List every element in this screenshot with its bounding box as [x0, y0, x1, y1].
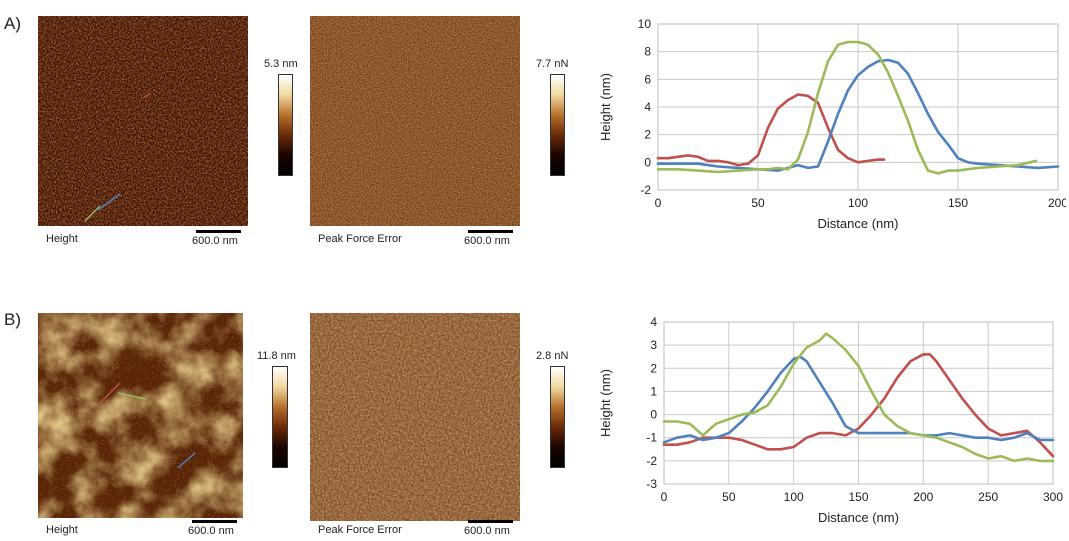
- chart-b-gridlines: [663, 321, 1054, 485]
- chart-b-ytick-label: 0: [650, 408, 657, 422]
- error-caption-b: Peak Force Error: [318, 524, 402, 536]
- height-caption-b: Height: [46, 524, 78, 536]
- chart-b-series-0-line: [662, 353, 1055, 458]
- chart-a-ytick-label: 6: [644, 72, 651, 86]
- chart-b-xtick-label: 250: [978, 490, 998, 504]
- colorbar-a-height: [278, 74, 293, 176]
- line-chart-a: 0 50 100 150 200 -2 0 2 4 6 8 10 Distance (nm) Height…: [596, 14, 1068, 254]
- chart-b-ytick-label: 3: [650, 338, 657, 352]
- panel-label-b: B): [4, 310, 21, 329]
- scale-label-a-height: 600.0 nm: [192, 235, 238, 247]
- scale-label-a-error: 600.0 nm: [464, 235, 510, 247]
- chart-a-xtick-label: 0: [655, 196, 662, 210]
- panel-label-a: A): [4, 14, 21, 33]
- error-image-b: [310, 313, 520, 521]
- chart-a-ylabel: Height (nm): [598, 73, 613, 141]
- chart-a-ytick-label: 2: [644, 128, 651, 142]
- scale-label-b-height: 600.0 nm: [188, 525, 234, 537]
- chart-a-ytick-label: 4: [644, 100, 651, 114]
- chart-a-series-2-line: [656, 40, 1038, 175]
- chart-b-ytick-label: -2: [646, 454, 657, 468]
- colorbar-label-b-height: 11.8 nm: [257, 350, 296, 362]
- chart-a-series-0-line: [656, 93, 886, 167]
- section-lines-a: [84, 93, 151, 222]
- colorbar-b-height: [272, 366, 288, 468]
- line-chart-b: 0 50 100 150 200 250 300 -3 -2 -1 0 1 2 3 4 Distance (n…: [596, 310, 1066, 536]
- error-caption-a: Peak Force Error: [318, 233, 402, 245]
- colorbar-label-b-error: 2.8 nN: [536, 350, 569, 362]
- chart-a-ytick-label: 10: [638, 17, 652, 31]
- chart-a-xlabel: Distance (nm): [818, 216, 899, 231]
- colorbar-label-a-height: 5.3 nm: [264, 58, 298, 70]
- chart-b-ytick-label: 4: [650, 315, 657, 329]
- chart-b-ytick-label: -3: [646, 477, 657, 491]
- chart-a-plot-frame: [657, 23, 1059, 191]
- scale-bar-a-error: [468, 230, 513, 233]
- scale-label-b-error: 600.0 nm: [464, 525, 510, 537]
- chart-b-xlabel: Distance (nm): [818, 510, 899, 525]
- chart-a-ytick-label: -2: [640, 183, 651, 197]
- chart-b-ytick-label: 2: [650, 361, 657, 375]
- error-image-a: [310, 16, 520, 226]
- chart-a-xtick-label: 100: [848, 196, 868, 210]
- chart-b-ytick-label: -1: [646, 431, 657, 445]
- chart-b-plot-frame: [663, 321, 1054, 485]
- chart-b-xtick-label: 50: [722, 490, 736, 504]
- chart-b-series-2-line: [662, 332, 1055, 463]
- scale-bar-a-height: [196, 230, 241, 233]
- chart-b-series-1-line: [662, 355, 1055, 444]
- chart-b-xtick-label: 150: [848, 490, 868, 504]
- chart-b-xtick-label: 300: [1043, 490, 1063, 504]
- chart-a-ytick-label: 8: [644, 45, 651, 59]
- colorbar-a-error: [550, 74, 565, 176]
- colorbar-label-a-error: 7.7 nN: [536, 58, 569, 70]
- chart-a-ytick-label: 0: [644, 155, 651, 169]
- scale-bar-b-error: [468, 520, 513, 523]
- height-caption-a: Height: [46, 233, 78, 245]
- chart-b-ytick-label: 1: [650, 384, 657, 398]
- chart-b-xtick-label: 0: [661, 490, 668, 504]
- height-image-a: [38, 16, 248, 226]
- chart-b-ylabel: Height (nm): [598, 369, 613, 437]
- chart-b-xtick-label: 100: [784, 490, 804, 504]
- chart-a-xtick-label: 50: [751, 196, 765, 210]
- scale-bar-b-height: [192, 520, 237, 523]
- chart-a-xtick-label: 150: [948, 196, 968, 210]
- chart-b-xtick-label: 200: [913, 490, 933, 504]
- section-lines-b: [99, 382, 196, 469]
- height-image-b: [38, 313, 243, 518]
- colorbar-b-error: [550, 366, 565, 468]
- chart-a-xtick-label: 200: [1048, 196, 1066, 210]
